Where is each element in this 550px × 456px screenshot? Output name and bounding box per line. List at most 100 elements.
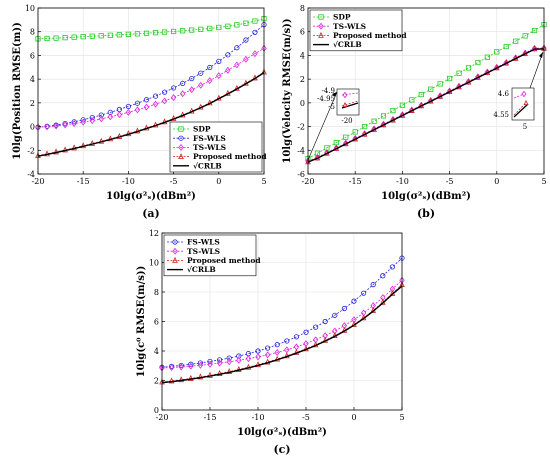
data-point [243, 55, 249, 63]
inset-point [342, 101, 348, 107]
y-tick-label: -2 [297, 123, 305, 132]
data-point [522, 33, 528, 39]
y-axis-label: 10lg(Position RMSE(m)) [12, 22, 23, 160]
data-point [116, 111, 123, 119]
series-proposed-method [159, 281, 405, 385]
legend-entry-proposed-method: Proposed method [187, 256, 261, 265]
data-point [44, 35, 50, 42]
data-point [207, 25, 213, 31]
y-tick-label: 0 [30, 123, 35, 132]
data-point [152, 93, 159, 99]
x-axis-label: 10lg(σ²ₛ)(dBm²) [237, 427, 327, 438]
x-tick-label: -5 [302, 413, 310, 422]
inset-pointer [307, 91, 338, 161]
y-tick-label: -6 [297, 170, 305, 179]
x-tick-label: 5 [261, 177, 266, 186]
legend-marker [318, 22, 324, 30]
data-point [71, 34, 77, 40]
inset-frame [336, 88, 360, 116]
data-point [125, 31, 131, 37]
data-point [409, 97, 415, 103]
legend-entry-sdp: SDP [333, 13, 351, 22]
data-point [284, 338, 290, 344]
data-point [352, 129, 358, 135]
series-sdp [35, 16, 267, 42]
x-tick-label: -10 [396, 177, 409, 186]
series-line [161, 285, 403, 384]
y-tick-label: 2 [30, 99, 35, 108]
inset-tick-label: 5 [523, 123, 527, 131]
legend-marker [178, 153, 184, 160]
inset-series-line [341, 92, 359, 96]
data-point [234, 22, 240, 28]
panel-label: (b) [417, 207, 435, 220]
data-point [189, 27, 195, 33]
y-tick-label: -4 [297, 146, 305, 155]
inset-tick-label: -20 [341, 117, 352, 125]
legend-entry-fs-wls: FS-WLS [187, 238, 220, 247]
data-point [343, 134, 349, 140]
data-point [225, 66, 231, 74]
data-point [362, 123, 368, 130]
data-point [170, 28, 177, 35]
legend-entry-sqrt-crlb: √CRLB [187, 265, 216, 274]
data-point [116, 32, 122, 38]
data-point [389, 285, 396, 293]
data-point [62, 121, 68, 129]
x-tick-label: 0 [351, 413, 356, 422]
data-point [171, 85, 177, 91]
data-point [264, 351, 271, 359]
data-point [168, 377, 175, 384]
inset-series-line [341, 100, 359, 107]
data-point [226, 358, 232, 366]
data-point [98, 33, 104, 39]
legend-marker [172, 239, 178, 245]
data-point [399, 102, 406, 108]
data-point [198, 26, 204, 32]
legend-marker [172, 256, 178, 263]
panel-label: (a) [142, 207, 160, 220]
data-point [161, 29, 168, 35]
legend-entry-proposed-method: Proposed method [193, 152, 267, 161]
data-point [107, 32, 113, 38]
data-point [180, 28, 186, 34]
data-point [274, 342, 280, 348]
data-point [475, 59, 481, 66]
x-axis-label: 10lg(σ²ₛ)(dBm²) [381, 191, 471, 202]
data-point [207, 358, 213, 365]
inset-tick-label: 4.55 [493, 111, 509, 119]
inset-tick-label: -4.95 [317, 95, 335, 103]
x-tick-label: -15 [349, 177, 362, 186]
data-point [134, 31, 141, 37]
data-point [351, 298, 357, 304]
data-point [484, 54, 490, 60]
data-point [236, 353, 242, 359]
data-point [446, 75, 453, 82]
data-point [235, 365, 242, 372]
legend-marker [178, 135, 184, 141]
y-tick-label: 2 [154, 377, 159, 386]
data-point [216, 359, 223, 367]
data-point [80, 34, 86, 40]
legend-entry-sqrt-crlb: √CRLB [333, 40, 362, 49]
data-point [226, 355, 232, 361]
data-point [62, 35, 68, 41]
inset-point [342, 91, 348, 99]
data-point [371, 118, 377, 124]
data-point [332, 312, 338, 318]
x-tick-label: -20 [32, 177, 45, 186]
data-point [255, 348, 261, 354]
y-tick-label: 4 [300, 51, 305, 60]
data-point [53, 122, 59, 130]
series-line [307, 48, 545, 163]
data-point [255, 361, 261, 368]
data-point [197, 373, 204, 380]
data-point [178, 362, 184, 369]
y-tick-label: 10 [25, 4, 35, 13]
data-point [303, 329, 309, 335]
y-axis-label: 10lg(c⁰ RMSE(m/s)) [136, 266, 147, 378]
series-ts-wls [35, 44, 267, 131]
